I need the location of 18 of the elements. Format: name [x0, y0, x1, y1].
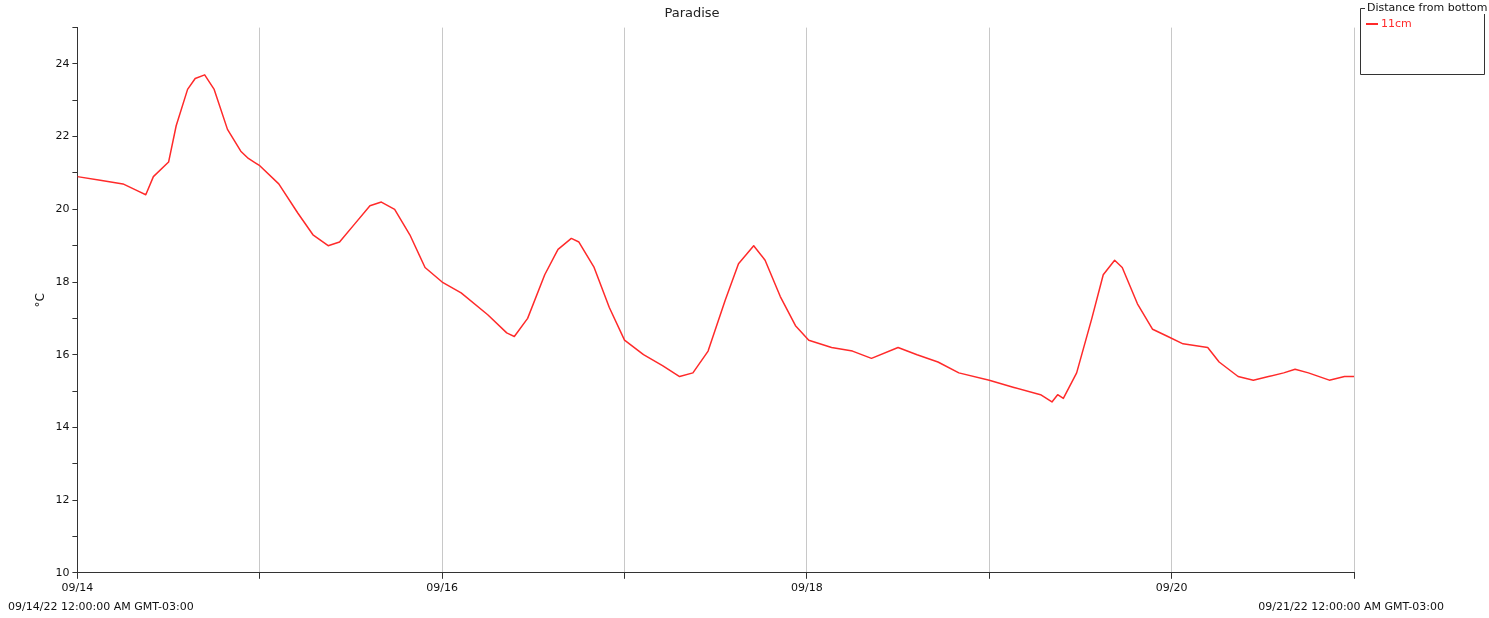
y-tick-label: 22 — [55, 129, 70, 143]
y-tick-label: 10 — [55, 565, 70, 579]
y-tick-label: 16 — [55, 347, 70, 361]
y-tick-label: 24 — [55, 56, 70, 70]
y-tick-label: 20 — [55, 202, 70, 216]
text: 09/14/22 12:00:00 AM GMT-03:00 — [8, 600, 194, 613]
chart-title: Paradise — [664, 5, 720, 21]
x-tick-label: 09/20 — [1155, 581, 1188, 595]
y-tick-label: 14 — [55, 420, 70, 434]
x-tick-label: 09/14 — [61, 581, 94, 595]
x-tick-label: 09/16 — [426, 581, 458, 595]
legend-label: 11cm — [1381, 16, 1412, 30]
x-tick-label: 09/18 — [791, 581, 823, 595]
y-axis-title: °C — [33, 293, 48, 308]
legend-title: Distance from bottom — [1367, 0, 1488, 14]
y-tick-label: 18 — [55, 274, 70, 288]
y-tick-label: 12 — [55, 492, 70, 506]
text: 09/21/22 12:00:00 AM GMT-03:00 — [1258, 600, 1444, 613]
